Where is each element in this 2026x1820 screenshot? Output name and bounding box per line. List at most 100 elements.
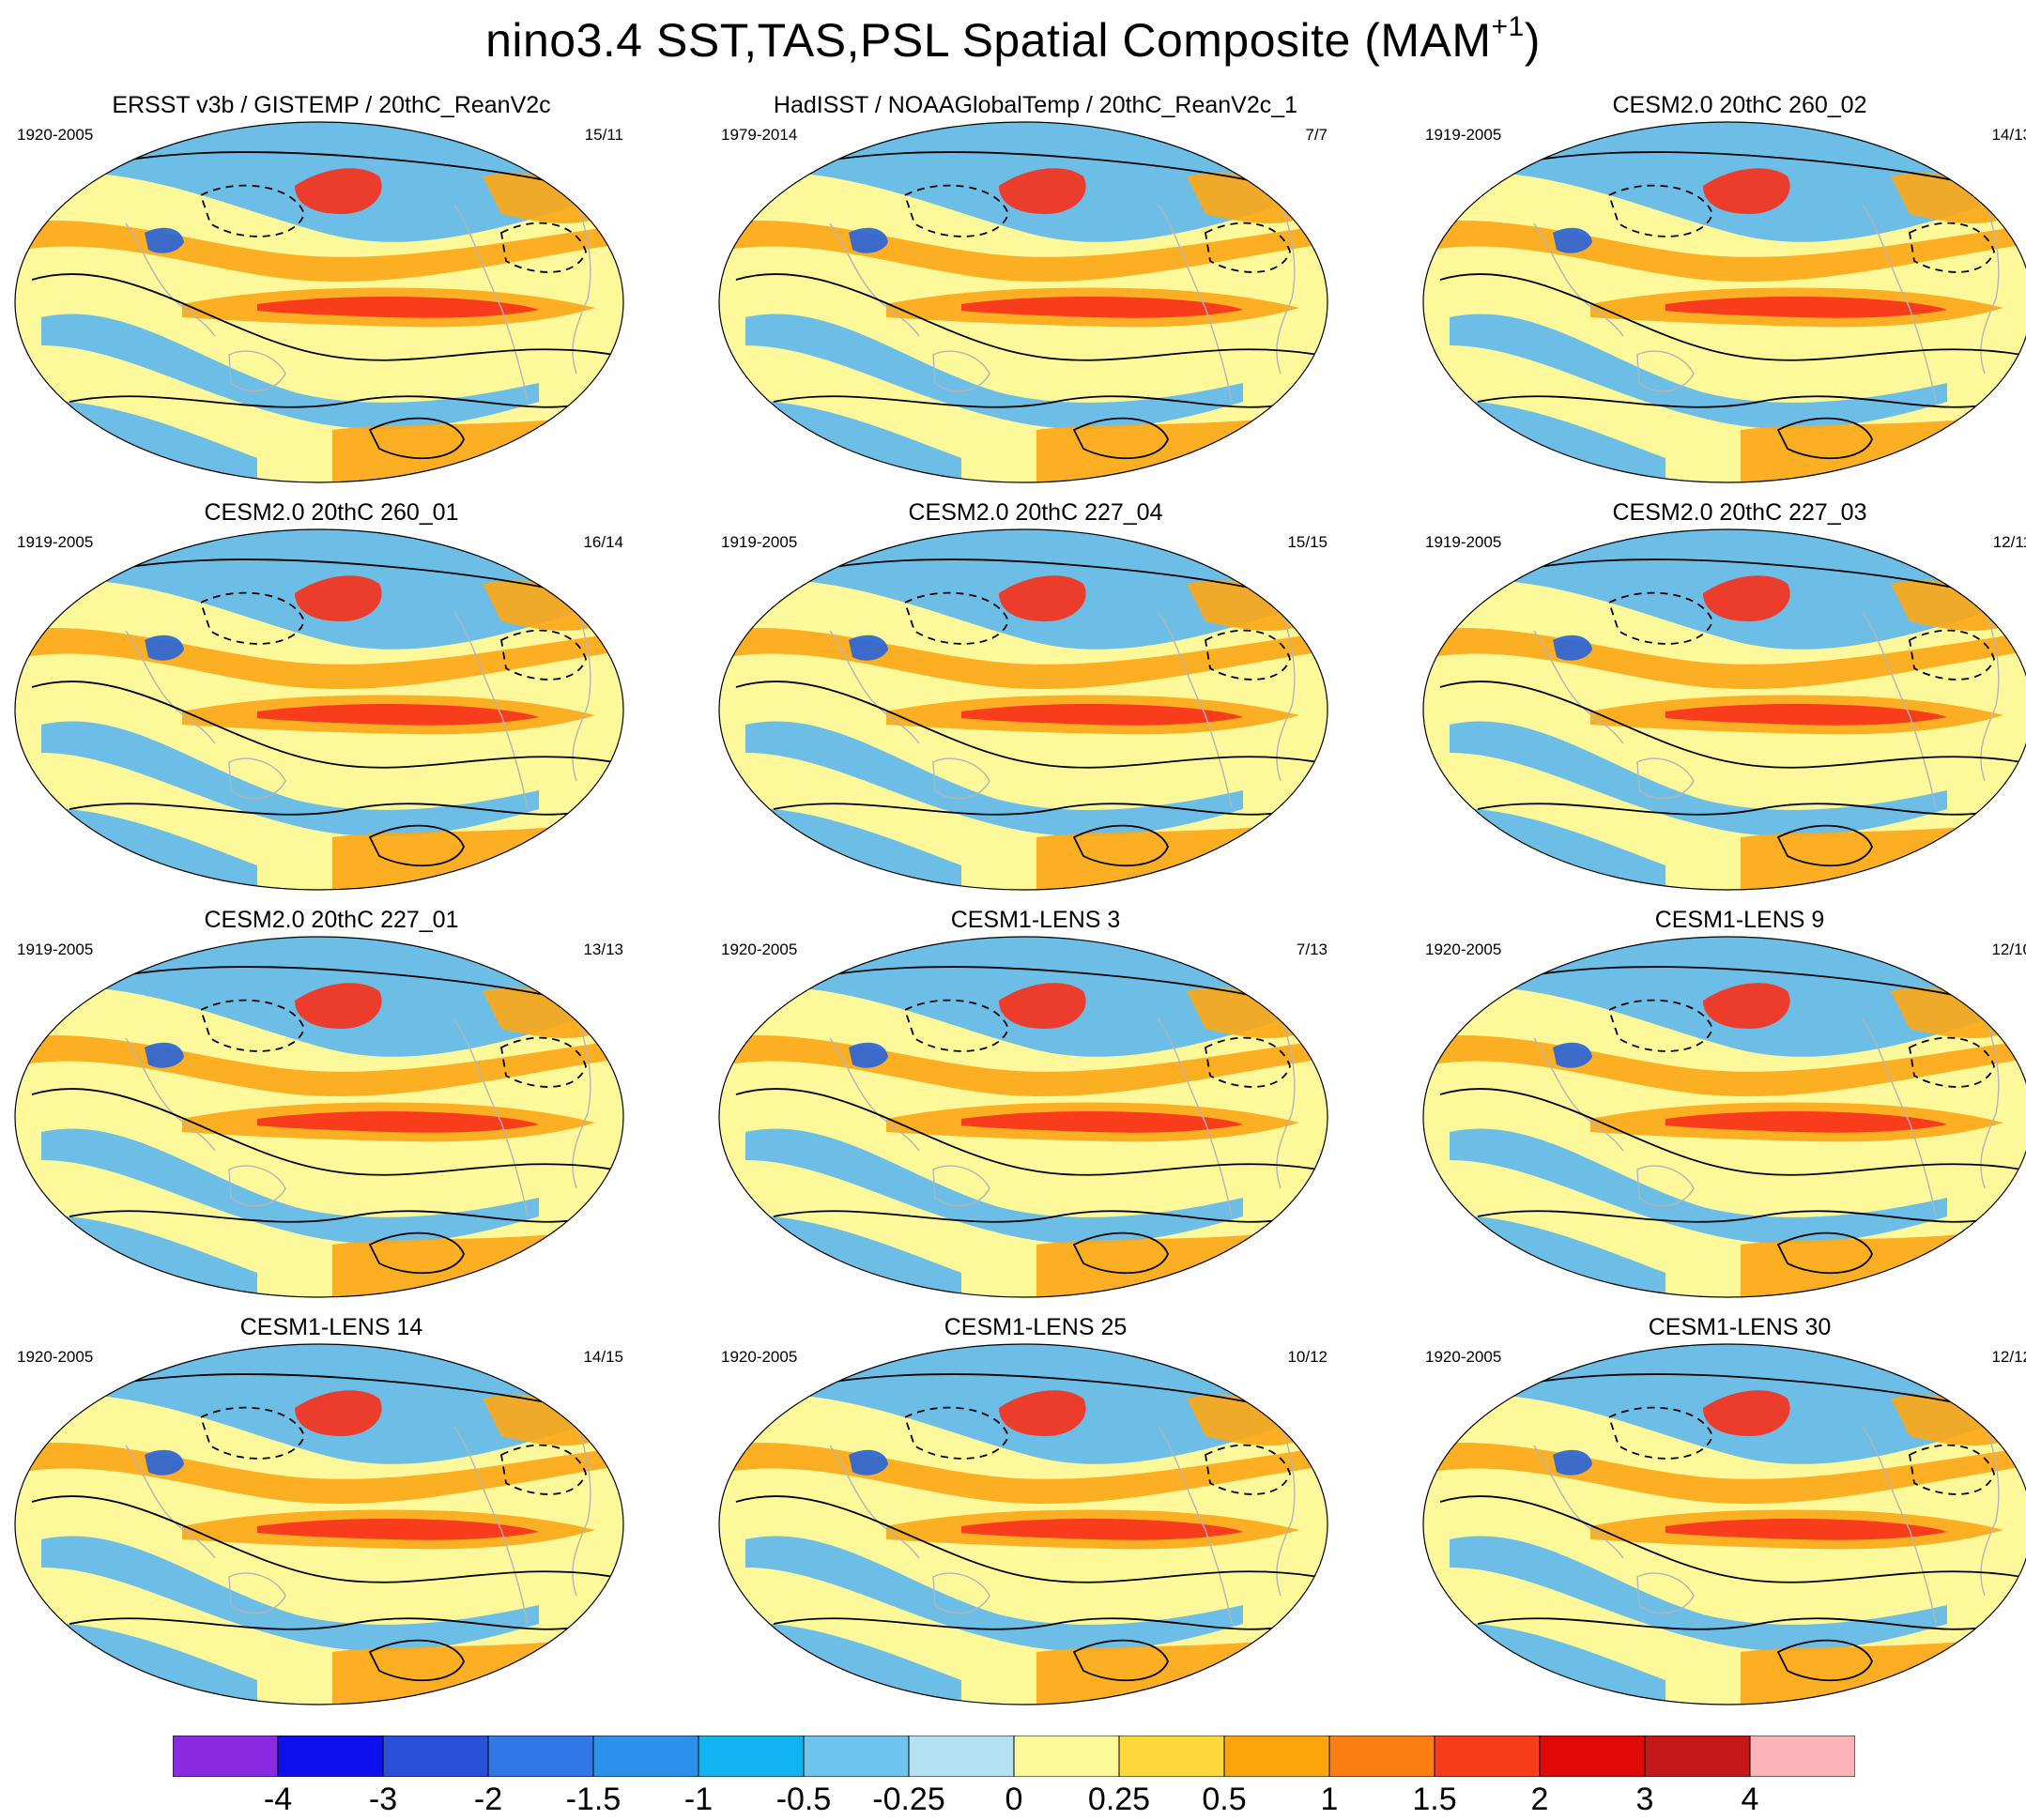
- psl-contour-0: [735, 1495, 1319, 1583]
- panel-period: 1920-2005: [17, 1348, 94, 1366]
- panel-period: 1920-2005: [1425, 1348, 1502, 1366]
- psl-contour-5: [1458, 558, 2023, 604]
- coastline-0: [453, 611, 529, 810]
- coastline-3: [228, 350, 286, 392]
- colorbar-tick-label: -1.5: [565, 1782, 622, 1817]
- anomaly-region-7: [999, 1390, 1086, 1436]
- anomaly-region-7: [1703, 983, 1790, 1029]
- anomaly-region-7: [999, 575, 1086, 621]
- psl-contour-0: [1439, 681, 2023, 769]
- colorbar-segment: [1644, 1736, 1751, 1777]
- anomaly-region-7: [999, 983, 1086, 1029]
- colorbar-tick-label: 3: [1635, 1782, 1654, 1817]
- panel-title: CESM2.0 20thC 227_01: [204, 907, 459, 933]
- psl-contour-0: [31, 1495, 615, 1583]
- world-map: [1422, 528, 2026, 891]
- colorbar-segment: [1118, 1736, 1225, 1777]
- panel-title: CESM2.0 20thC 260_02: [1612, 92, 1867, 118]
- psl-contour-4: [500, 629, 587, 681]
- psl-contour-4: [1909, 1036, 1995, 1088]
- panel-title: ERSST v3b / GISTEMP / 20thC_ReanV2c: [112, 92, 551, 118]
- panel-period: 1919-2005: [17, 533, 94, 551]
- psl-contour-1: [69, 395, 596, 408]
- figure-title: nino3.4 SST,TAS,PSL Spatial Composite (M…: [0, 11, 2026, 68]
- anomaly-region-7: [295, 575, 382, 621]
- psl-contour-1: [773, 1210, 1300, 1223]
- map-panel: CESM1-LENS 30 1920-2005 12/12: [1416, 1314, 2026, 1718]
- map-panel: CESM2.0 20thC 227_04 1919-2005 15/15: [712, 499, 1359, 903]
- psl-contour-0: [735, 273, 1319, 361]
- panel-count: 12/11: [1992, 533, 2026, 551]
- anomaly-region-4: [961, 1519, 1243, 1540]
- psl-contour-4: [1205, 629, 1291, 681]
- psl-contour-3: [1776, 1231, 1873, 1275]
- psl-contour-5: [1458, 1373, 2023, 1418]
- psl-contour-5: [1458, 151, 2023, 196]
- anomaly-region-8: [145, 227, 184, 253]
- panel-period: 1979-2014: [721, 126, 798, 144]
- figure-title-superscript: +1: [1491, 11, 1525, 42]
- anomaly-region-2: [41, 1128, 539, 1245]
- coastline-1: [1980, 602, 2000, 782]
- psl-contour-3: [1072, 417, 1169, 460]
- colorbar-segment: [173, 1736, 279, 1777]
- psl-contour-1: [1477, 395, 2004, 408]
- anomaly-region-8: [1553, 1042, 1592, 1068]
- panel-period: 1920-2005: [1425, 941, 1502, 958]
- psl-contour-4: [500, 1036, 587, 1088]
- map-outline: [1422, 1343, 2026, 1705]
- psl-contour-1: [1477, 1210, 2004, 1223]
- psl-contour-2: [903, 591, 1009, 645]
- psl-contour-2: [199, 999, 305, 1052]
- map-panel: CESM1-LENS 14 1920-2005 14/15: [8, 1314, 655, 1718]
- psl-contour-1: [69, 803, 596, 816]
- anomaly-region-2: [745, 1128, 1243, 1245]
- colorbar-segment: [382, 1736, 489, 1777]
- world-map: [14, 528, 624, 891]
- coastline-1: [1276, 194, 1296, 375]
- map-outline: [718, 528, 1328, 891]
- colorbar-tick-label: 4: [1741, 1782, 1759, 1817]
- anomaly-region-2: [745, 314, 1243, 430]
- anomaly-region-7: [1703, 1390, 1790, 1436]
- coastline-3: [228, 1572, 286, 1614]
- colorbar-segment: [1434, 1736, 1541, 1777]
- map-outline: [718, 936, 1328, 1298]
- coastline-1: [572, 194, 591, 375]
- anomaly-region-4: [257, 704, 539, 726]
- psl-contour-3: [1072, 824, 1169, 867]
- psl-contour-4: [1205, 1036, 1291, 1088]
- psl-contour-2: [903, 999, 1009, 1052]
- world-map: [718, 121, 1328, 483]
- panel-count: 14/15: [583, 1348, 623, 1366]
- psl-contour-5: [50, 966, 615, 1011]
- psl-contour-5: [754, 558, 1319, 604]
- psl-contour-1: [1477, 803, 2004, 816]
- map-outline: [718, 121, 1328, 483]
- anomaly-region-8: [849, 227, 888, 253]
- colorbar-segment: [592, 1736, 699, 1777]
- anomaly-region-2: [745, 1536, 1243, 1652]
- psl-contour-0: [31, 273, 615, 361]
- anomaly-region-7: [295, 1390, 382, 1436]
- psl-contour-5: [50, 1373, 615, 1418]
- psl-contour-4: [1909, 222, 1995, 273]
- map-outline: [14, 936, 624, 1298]
- panel-title: CESM1-LENS 25: [944, 1314, 1128, 1340]
- coastline-0: [453, 204, 529, 403]
- coastline-3: [1636, 350, 1695, 392]
- anomaly-region-4: [1665, 704, 1947, 726]
- panel-count: 15/11: [584, 126, 623, 144]
- colorbar: [173, 1736, 1855, 1777]
- psl-contour-5: [1458, 966, 2023, 1011]
- anomaly-region-7: [295, 168, 382, 214]
- anomaly-region-4: [961, 704, 1243, 726]
- psl-contour-5: [754, 966, 1319, 1011]
- anomaly-region-8: [145, 635, 184, 661]
- map-outline: [1422, 936, 2026, 1298]
- colorbar-segment: [908, 1736, 1015, 1777]
- psl-contour-3: [368, 1231, 465, 1275]
- psl-contour-0: [1439, 273, 2023, 361]
- anomaly-region-4: [961, 297, 1243, 318]
- panel-period: 1920-2005: [17, 126, 94, 144]
